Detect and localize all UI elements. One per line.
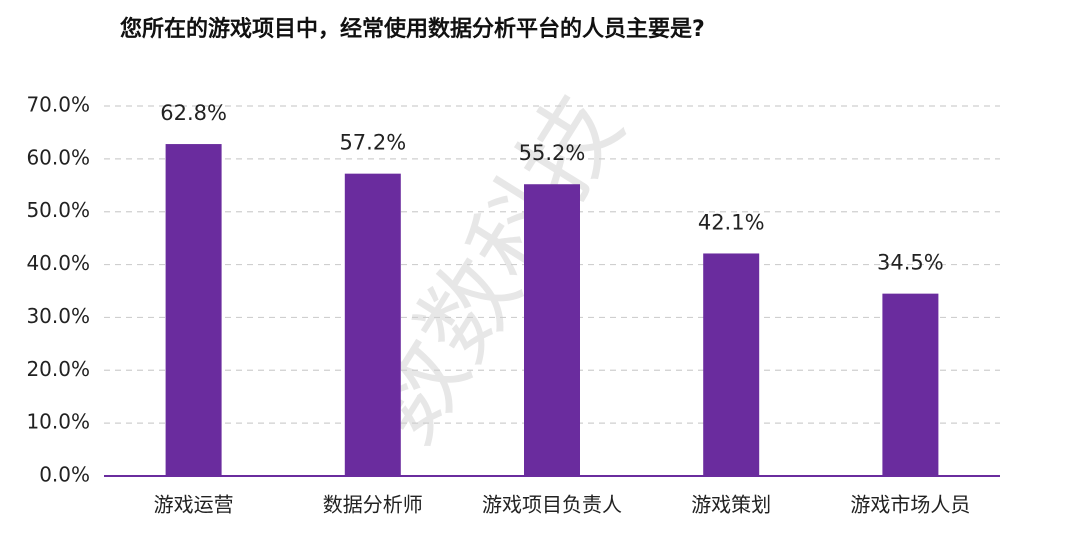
x-tick-label: 游戏运营	[154, 493, 234, 517]
y-tick-label: 20.0%	[26, 357, 90, 381]
bar	[344, 173, 401, 476]
value-label: 57.2%	[339, 131, 406, 155]
y-tick-label: 60.0%	[26, 145, 90, 169]
bar	[882, 293, 939, 476]
value-label: 62.8%	[160, 101, 227, 125]
y-tick-label: 50.0%	[26, 198, 90, 222]
x-tick-label: 游戏策划	[691, 493, 771, 517]
x-tick-label: 数据分析师	[323, 493, 423, 517]
y-tick-label: 10.0%	[26, 410, 90, 434]
value-label: 34.5%	[877, 251, 944, 275]
bar	[165, 144, 222, 477]
x-tick-label: 游戏项目负责人	[482, 493, 622, 517]
bar	[703, 253, 760, 476]
y-tick-label: 70.0%	[26, 93, 90, 117]
x-tick-label: 游戏市场人员	[850, 493, 970, 517]
bar	[524, 184, 580, 476]
chart-title: 您所在的游戏项目中，经常使用数据分析平台的人员主要是?	[120, 16, 705, 42]
value-label: 55.2%	[519, 141, 586, 165]
y-tick-label: 40.0%	[26, 251, 90, 275]
value-label: 42.1%	[698, 210, 765, 234]
y-tick-label: 30.0%	[26, 304, 90, 328]
y-tick-label: 0.0%	[39, 463, 90, 487]
